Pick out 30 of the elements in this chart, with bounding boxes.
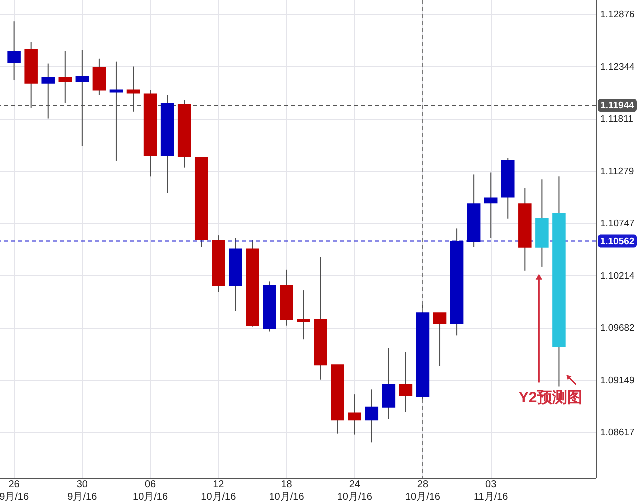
x-tick-label: 06 10月/16 bbox=[133, 480, 168, 503]
x-tick-label: 18 10月/16 bbox=[269, 480, 305, 503]
candlestick bbox=[382, 348, 396, 420]
y-tick-label: 1.12876 bbox=[600, 10, 635, 21]
candlestick bbox=[433, 312, 447, 367]
candlestick bbox=[297, 290, 310, 340]
candlestick bbox=[484, 172, 498, 240]
x-tick-label: 26 9月/16 bbox=[0, 480, 30, 503]
x-tick-label: 12 10月/16 bbox=[201, 480, 237, 503]
y-tick-label: 1.11279 bbox=[600, 166, 634, 178]
ref-line-label: 1.10562 bbox=[600, 236, 635, 248]
candlestick bbox=[92, 58, 106, 96]
y-tick-label: 1.09682 bbox=[600, 323, 635, 334]
ref-line-label: 1.11944 bbox=[600, 100, 636, 112]
y-tick-label: 1.10214 bbox=[600, 270, 635, 282]
y-tick-label: 1.12344 bbox=[600, 62, 635, 73]
candlestick bbox=[58, 50, 72, 104]
candlestick bbox=[365, 389, 379, 444]
x-tick-label: 28 10月/16 bbox=[405, 480, 441, 503]
y-tick-label: 1.09149 bbox=[600, 375, 635, 386]
candlestick bbox=[8, 21, 21, 81]
candlestick bbox=[348, 394, 362, 436]
x-tick-label: 03 11月/16 bbox=[474, 480, 509, 503]
x-tick-label: 24 10月/16 bbox=[337, 480, 373, 503]
y-tick-label: 1.11811 bbox=[600, 114, 634, 126]
candlestick bbox=[399, 352, 413, 413]
annotation: Y2预测图 bbox=[518, 390, 582, 407]
y-tick-label: 1.08617 bbox=[600, 428, 635, 439]
y-tick-label: 1.10747 bbox=[600, 218, 635, 230]
x-tick-label: 30 9月/16 bbox=[68, 480, 98, 503]
